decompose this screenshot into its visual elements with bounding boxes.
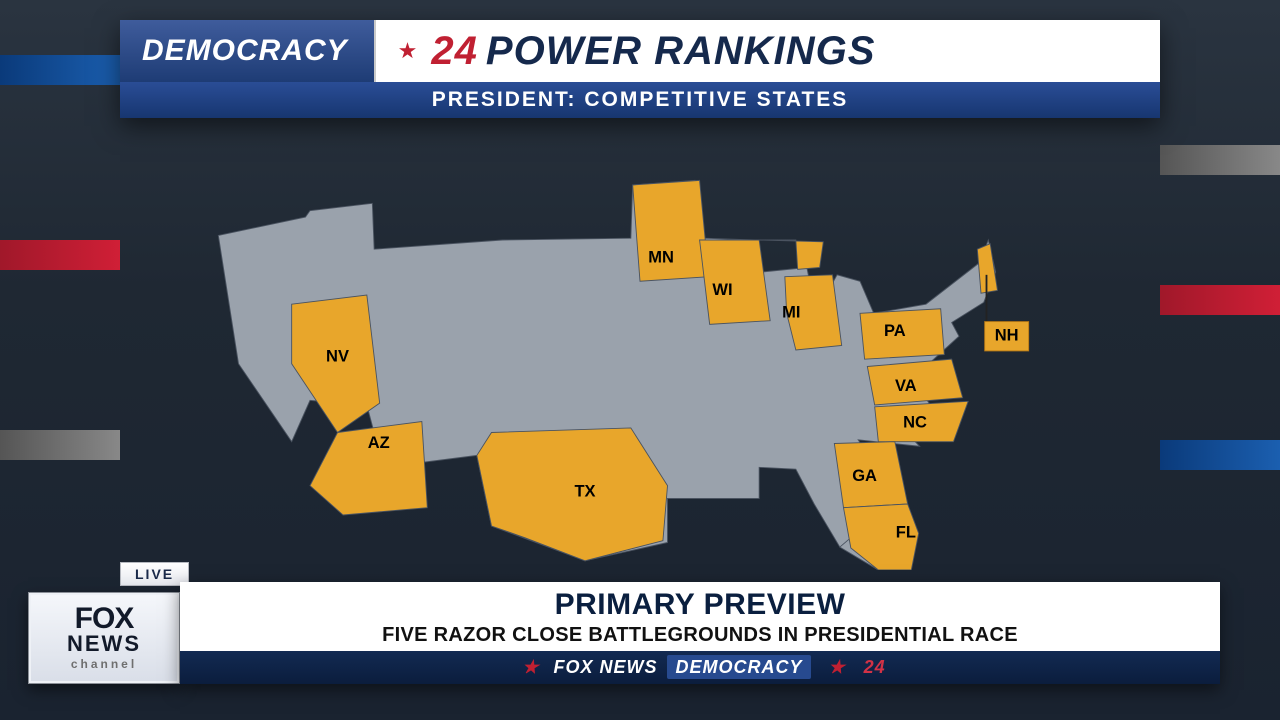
state-label-mn: MN <box>648 249 674 267</box>
banner-year: 24 <box>431 29 478 74</box>
lower-third: PRIMARY PREVIEW FIVE RAZOR CLOSE BATTLEG… <box>180 582 1220 684</box>
us-map: NV AZ TX MN WI MI PA VA NC GA FL NH <box>110 130 1170 570</box>
state-label-ga: GA <box>852 467 877 485</box>
footer-year: 24 <box>864 657 886 677</box>
state-label-va: VA <box>895 377 917 395</box>
side-stripe <box>1160 285 1280 315</box>
lower-third-subtitle: FIVE RAZOR CLOSE BATTLEGROUNDS IN PRESID… <box>382 624 1018 647</box>
lower-third-footer: ★ FOX NEWS DEMOCRACY ★ 24 <box>180 651 1220 684</box>
side-stripe <box>0 240 120 270</box>
side-stripe <box>0 55 120 85</box>
side-stripe <box>1160 145 1280 175</box>
side-stripe <box>0 430 120 460</box>
banner-title: 24 POWER RANKINGS <box>431 20 1160 82</box>
live-badge: LIVE <box>120 562 189 586</box>
state-label-fl: FL <box>896 524 916 542</box>
network-logo: FOX NEWS channel <box>28 592 180 684</box>
logo-line-1: FOX <box>75 605 134 632</box>
star-icon: ★ <box>514 657 547 677</box>
logo-line-2: NEWS <box>67 634 141 654</box>
state-label-pa: PA <box>884 322 906 340</box>
state-label-mi: MI <box>782 304 800 322</box>
state-label-az: AZ <box>368 434 390 452</box>
us-map-svg: NV AZ TX MN WI MI PA VA NC GA FL NH <box>110 130 1170 570</box>
state-label-nc: NC <box>903 414 927 432</box>
lower-third-title: PRIMARY PREVIEW <box>555 588 846 622</box>
star-icon: ★ <box>821 657 854 677</box>
top-banner: DEMOCRACY ★ 24 POWER RANKINGS PRESIDENT:… <box>120 20 1160 118</box>
state-label-nh: NH <box>995 327 1019 345</box>
democracy-badge: DEMOCRACY <box>120 20 376 82</box>
state-label-wi: WI <box>712 281 732 299</box>
lower-third-main: PRIMARY PREVIEW FIVE RAZOR CLOSE BATTLEG… <box>180 582 1220 651</box>
logo-line-3: channel <box>71 657 137 671</box>
state-label-tx: TX <box>574 482 595 500</box>
footer-democracy-badge: DEMOCRACY <box>667 655 810 679</box>
state-label-nv: NV <box>326 348 349 366</box>
banner-title-text: POWER RANKINGS <box>486 29 876 74</box>
banner-subtitle: PRESIDENT: COMPETITIVE STATES <box>120 82 1160 118</box>
side-stripe <box>1160 440 1280 470</box>
footer-brand: FOX NEWS <box>553 657 657 677</box>
star-separator-icon: ★ <box>376 38 432 64</box>
top-banner-row: DEMOCRACY ★ 24 POWER RANKINGS <box>120 20 1160 82</box>
